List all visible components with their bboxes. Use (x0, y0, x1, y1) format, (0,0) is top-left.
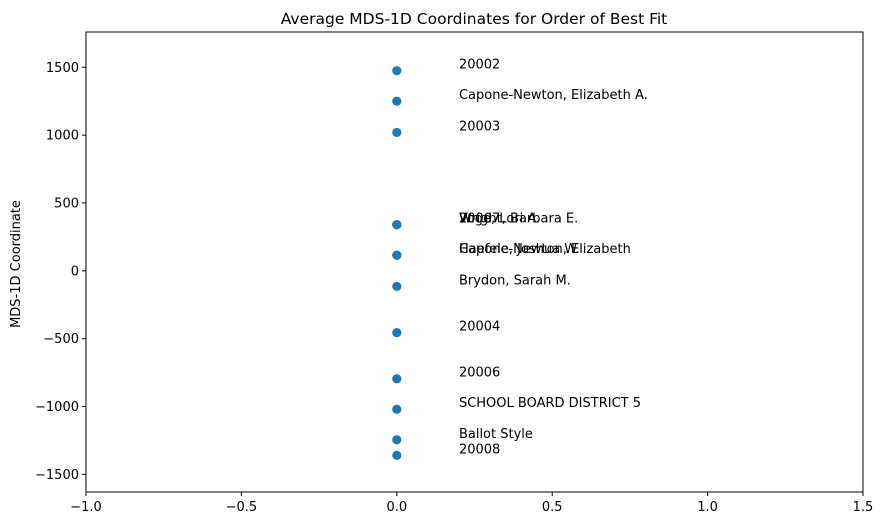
point-label: SCHOOL BOARD DISTRICT 5 (459, 396, 641, 411)
plot-frame (85, 31, 864, 493)
point-label: 20003 (459, 119, 500, 134)
y-tick-label: 1500 (46, 61, 79, 76)
data-point (392, 250, 402, 260)
y-tick-label: −1000 (35, 400, 79, 415)
y-tick-label: 0 (71, 264, 79, 279)
data-point (392, 435, 402, 445)
point-label: Capone-Newton, Elizabeth (459, 242, 631, 257)
x-tick-label: 1.5 (853, 500, 874, 515)
y-tick-label: −500 (43, 332, 79, 347)
point-label: 20002 (459, 58, 500, 73)
data-point (392, 96, 402, 106)
x-tick-label: −0.5 (226, 500, 258, 515)
y-tick-label: 1000 (46, 129, 79, 144)
x-tick-label: −1.0 (70, 500, 102, 515)
data-point (392, 374, 402, 384)
point-label: Brydon, Sarah M. (459, 273, 571, 288)
point-label: Capone-Newton, Elizabeth A. (459, 88, 648, 103)
x-tick-label: 0.0 (386, 500, 407, 515)
point-label: Haefele, Joshua W. (459, 242, 580, 257)
data-point (392, 281, 402, 292)
point-label: Ballot Style (459, 427, 533, 442)
y-tick-label: −1500 (35, 468, 79, 483)
data-point (392, 220, 402, 230)
data-point (392, 127, 402, 138)
point-label: 20007 (459, 212, 500, 227)
data-point (392, 404, 402, 414)
chart-title: Average MDS-1D Coordinates for Order of … (281, 10, 668, 28)
data-point (392, 450, 402, 460)
point-label: 20004 (459, 320, 500, 335)
data-point (392, 327, 402, 338)
y-axis-title: MDS-1D Coordinate (9, 200, 24, 328)
x-tick-label: 0.5 (542, 500, 563, 515)
plot-area: −1.0 −0.5 0.0 0.5 1.0 1.5 −1500 −1000 −500 0 500 10… (35, 58, 873, 515)
data-point (392, 66, 402, 76)
y-tick-label: 500 (54, 196, 79, 211)
x-tick-label: 1.0 (697, 500, 718, 515)
point-label: Voge, Lori A. (459, 212, 540, 227)
point-label: Wright, Barbara E. (459, 212, 578, 227)
point-label: 20008 (459, 442, 500, 457)
point-label: 20006 (459, 366, 500, 381)
